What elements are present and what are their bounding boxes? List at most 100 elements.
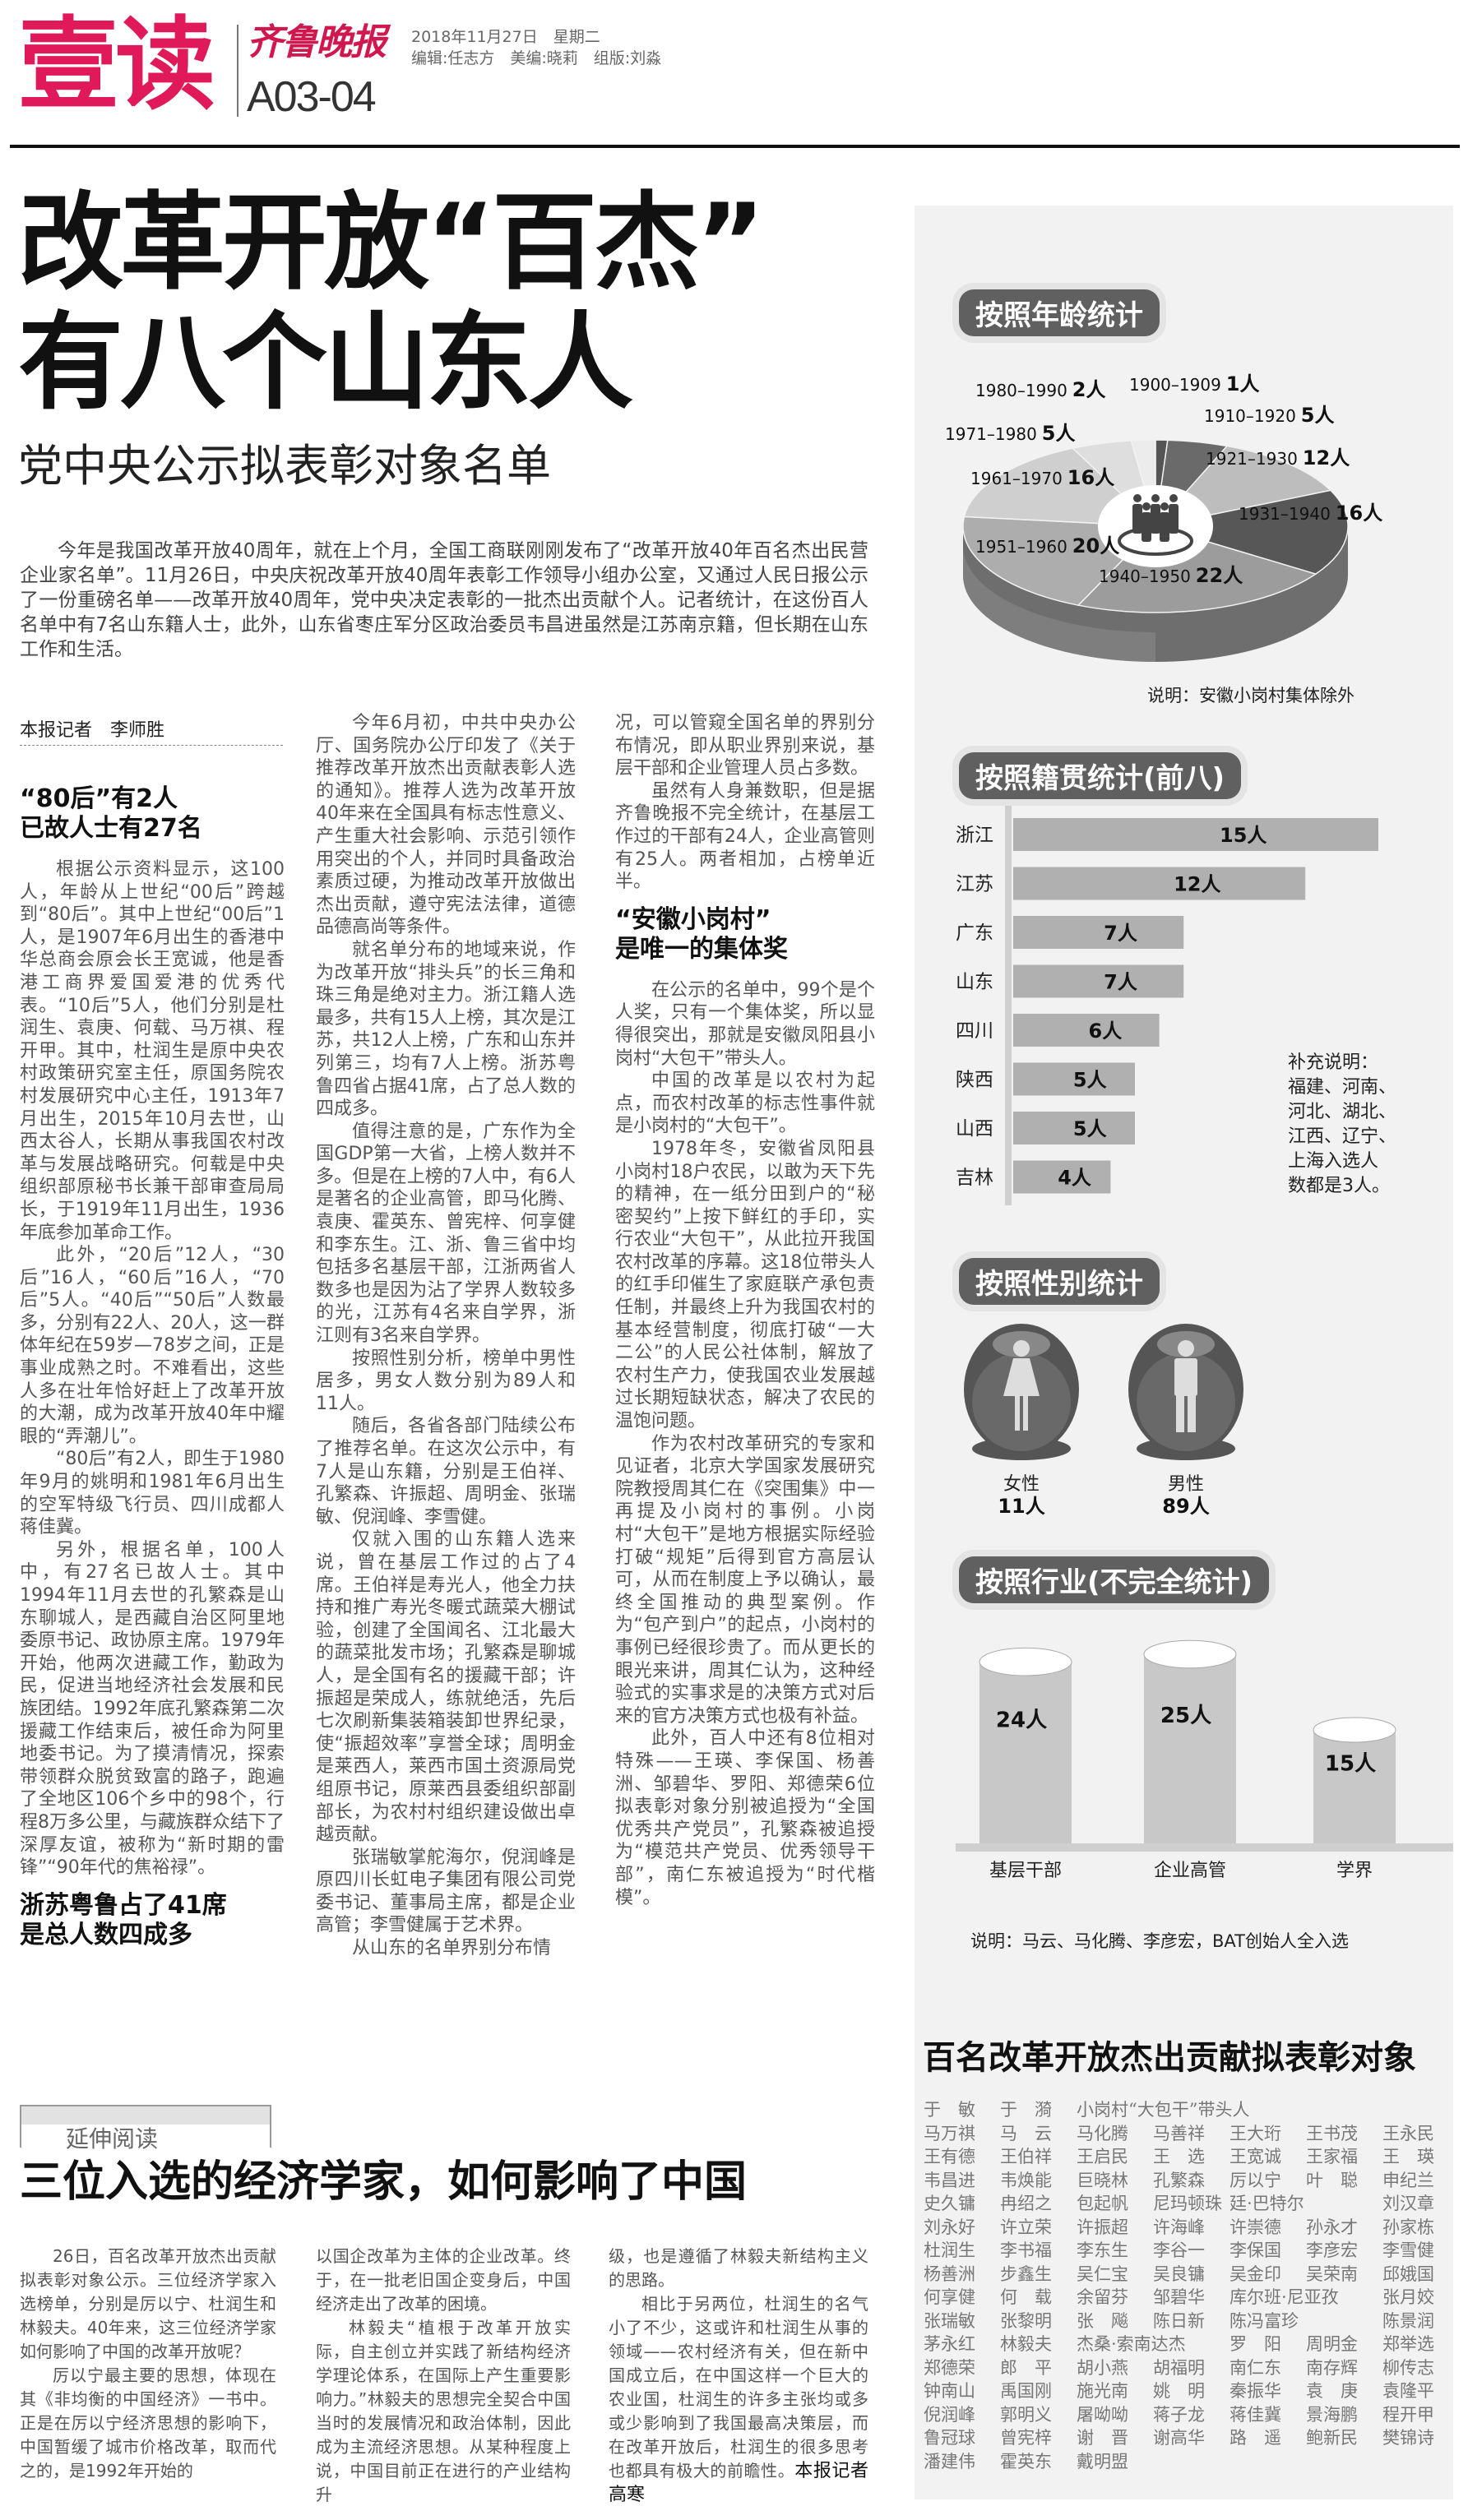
honoree-name: 吴良镛 — [1153, 2263, 1205, 2284]
paragraph-continued: 况，可以管窥全国名单的界别分布情况，即从职业界别来说，基层干部和企业管理人员占多… — [615, 713, 875, 779]
honoree-name: 何享健 — [924, 2287, 975, 2307]
female-icon — [964, 1324, 1079, 1460]
honoree-name: 陈日新 — [1153, 2310, 1205, 2331]
pie-label-range: 1980–1990 — [975, 381, 1067, 400]
section-heading-line: “安徽小岗村” — [615, 904, 771, 934]
honoree-name: 马万祺 — [924, 2123, 975, 2143]
origin-bar-category: 陕西 — [956, 1070, 993, 1091]
industry-value: 25人 — [1160, 1704, 1211, 1728]
section-heading: 浙苏粤鲁占了41席 是总人数四成多 — [20, 1891, 285, 1950]
honoree-name-grid: 于 敏 于 漪 小岗村“大包干”带头人 马万祺 马 云 马化腾 马善祥 王大珩 王书茂 王永民 王有… — [924, 2097, 1458, 2471]
origin-bar-value: 6人 — [1089, 1020, 1123, 1043]
pie-label-range: 1931–1940 — [1239, 504, 1331, 524]
honoree-name: 孔繁森 — [1153, 2170, 1205, 2190]
age-chart-note: 说明：安徽小岗村集体除外 — [1147, 686, 1355, 705]
origin-bar-category: 江苏 — [956, 874, 993, 895]
pie-label-range: 1961–1970 — [970, 469, 1063, 488]
section-heading-line: 是唯一的集体奖 — [615, 934, 788, 964]
honoree-name: 郎 平 — [1000, 2357, 1052, 2378]
paragraph: 另外，根据名单，100人中，有27名已故人士。其中1994年11月去世的孔繁森是… — [20, 1539, 285, 1879]
honoree-name: 刘永好 — [924, 2217, 975, 2237]
honoree-name: 余留芬 — [1077, 2287, 1128, 2307]
honoree-name: 马善祥 — [1153, 2123, 1205, 2143]
honoree-name: 尼玛顿珠 — [1153, 2194, 1222, 2213]
pie-label: 1940–1950 22人 — [1099, 564, 1243, 587]
extended-column-3: 级，也是遵循了林毅夫新结构主义的思路。 相比于另两位，杜润生的名气小了不少，这或许… — [609, 2245, 887, 2507]
industry-category: 企业高管 — [1154, 1861, 1226, 1881]
honoree-name: 史久镛 — [924, 2194, 975, 2213]
paragraph: 根据公示资料显示，这100人，年龄从上世纪“00后”跨越到“80后”。其中上世纪… — [20, 859, 285, 1243]
honoree-name: 吴仁宝 — [1077, 2263, 1128, 2284]
pie-slice — [1155, 489, 1349, 575]
honoree-name: 郑举选 — [1382, 2334, 1434, 2354]
honoree-name: 韦焕能 — [1000, 2170, 1052, 2190]
honoree-name: 孙家栋 — [1382, 2217, 1434, 2237]
honoree-name: 杜润生 — [924, 2240, 975, 2260]
honoree-name: 申纪兰 — [1382, 2170, 1434, 2190]
origin-note-line: 河北、湖北、 — [1288, 1102, 1397, 1122]
origin-bar — [1013, 1062, 1135, 1096]
honoree-name: 于 敏 — [924, 2100, 975, 2120]
pie-label-value: 16人 — [1336, 502, 1382, 525]
honoree-name: 戴明盟 — [1077, 2451, 1128, 2471]
editor-credits: 编辑:任志方 美编:晓莉 组版:刘淼 — [411, 49, 662, 67]
origin-bar-value: 7人 — [1104, 971, 1137, 994]
section-heading-line: 浙苏粤鲁占了41席 — [20, 1890, 227, 1920]
headline-line-2: 有八个山东人 — [18, 302, 633, 424]
pie-label: 1971–1980 5人 — [945, 422, 1076, 445]
origin-bar-value: 15人 — [1220, 824, 1267, 847]
pie-label-range: 1921–1930 — [1206, 449, 1298, 469]
honoree-name: 禹国刚 — [1000, 2381, 1052, 2401]
origin-bar-category: 山东 — [956, 972, 993, 993]
honoree-name: 樊锦诗 — [1382, 2428, 1434, 2448]
origin-bar — [1013, 867, 1306, 900]
cylinder-top — [979, 1647, 1072, 1676]
honoree-list-title: 百名改革开放杰出贡献拟表彰对象 — [923, 2039, 1416, 2077]
honoree-name: 曾宪梓 — [1000, 2428, 1052, 2448]
honoree-name: 胡小燕 — [1077, 2357, 1128, 2378]
honoree-name: 李书福 — [1000, 2240, 1052, 2260]
honoree-name: 杨善洲 — [924, 2263, 975, 2284]
pie-label-value: 12人 — [1303, 446, 1350, 469]
section-heading-line: 是总人数四成多 — [20, 1920, 192, 1949]
industry-cylinder — [1313, 1730, 1396, 1843]
honoree-name: 谢 晋 — [1077, 2428, 1128, 2448]
honoree-name: 南存辉 — [1306, 2357, 1358, 2378]
article-column-2: 今年6月初，中共中央办公厅、国务院办公厅印发了《关于推荐改革开放杰出贡献表彰人选… — [316, 712, 576, 1960]
honoree-name: 姚 明 — [1153, 2381, 1205, 2401]
extended-reading-label: 延伸阅读 — [66, 2125, 159, 2152]
honoree-name: 倪润峰 — [924, 2404, 975, 2425]
honoree-name: 潘建伟 — [924, 2451, 975, 2471]
honoree-name: 王大珩 — [1230, 2123, 1281, 2143]
honoree-name: 小岗村“大包干”带头人 — [1077, 2100, 1250, 2120]
newspaper-logo: 齐鲁晚报 — [247, 21, 387, 63]
honoree-name: 许海峰 — [1153, 2217, 1205, 2237]
honoree-name: 于 漪 — [1000, 2100, 1052, 2120]
header-rule — [10, 145, 1460, 148]
honoree-name: 南仁东 — [1230, 2357, 1281, 2378]
honoree-name: 王宽诚 — [1230, 2147, 1281, 2166]
honoree-name: 张黎明 — [1000, 2310, 1052, 2331]
honoree-name: 胡福明 — [1153, 2357, 1205, 2378]
section-heading: “安徽小岗村” 是唯一的集体奖 — [615, 905, 875, 964]
honoree-name: 叶 聪 — [1306, 2170, 1358, 2190]
honoree-name: 鲁冠球 — [924, 2428, 975, 2448]
pie-label-value: 2人 — [1072, 378, 1106, 401]
cylinder-baseline — [956, 1843, 1453, 1852]
honoree-name: 许振超 — [1077, 2217, 1128, 2237]
honoree-name: 马 云 — [1000, 2123, 1052, 2143]
paragraph-continued: 以国企改革为主体的企业改革。终于，在一批老旧国企变身后，中国经济走出了改革的困境… — [316, 2246, 571, 2314]
industry-category: 基层干部 — [989, 1861, 1062, 1881]
paragraph-continued: 级，也是遵循了林毅夫新结构主义的思路。 — [609, 2246, 868, 2290]
honoree-name: 冉绍之 — [1000, 2194, 1052, 2213]
pie-label-range: 1971–1980 — [945, 424, 1037, 444]
issue-date: 2018年11月27日 星期二 — [411, 28, 600, 46]
honoree-name: 程开甲 — [1382, 2404, 1434, 2425]
pie-label: 1951–1960 20人 — [975, 534, 1119, 557]
paragraph: 虽然有人身兼数职，但是据齐鲁晚报不完全统计，在基层工作过的干部有24人，企业高管… — [615, 780, 875, 893]
honoree-name: 李彦宏 — [1306, 2240, 1358, 2260]
paragraph: 此外，“20后”12人，“30后”16人，“60后”16人，“70后”5人。“4… — [20, 1245, 285, 1447]
origin-note-line: 上海入选人 — [1288, 1151, 1379, 1172]
gender-count: 11人 — [998, 1495, 1044, 1518]
paragraph: 相比于另两位，杜润生的名气小了不少，这或许和杜润生从事的领域——农村经济有关，但… — [609, 2294, 887, 2505]
